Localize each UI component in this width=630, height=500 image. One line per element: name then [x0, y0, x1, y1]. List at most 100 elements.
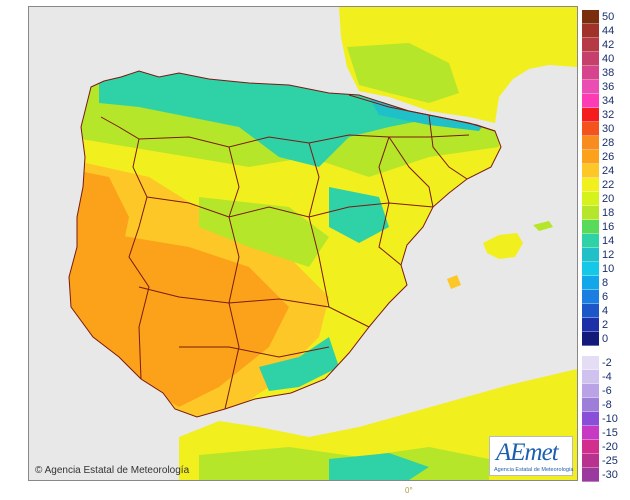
- mallorca: [483, 233, 523, 259]
- legend-swatch: [582, 10, 599, 24]
- iberian-system-cold: [329, 187, 389, 243]
- legend-label: 16: [602, 221, 615, 233]
- legend-label: 22: [602, 179, 615, 191]
- legend-label: -2: [602, 357, 612, 369]
- legend-swatch: [582, 290, 599, 304]
- legend-row: -6: [582, 384, 628, 398]
- legend-row: 26: [582, 150, 628, 164]
- legend-label: 26: [602, 151, 615, 163]
- legend-label: 18: [602, 207, 615, 219]
- border-vertical-3: [378, 136, 402, 266]
- legend-row: -20: [582, 440, 628, 454]
- border-andalusia: [179, 346, 330, 358]
- legend-label: 36: [602, 81, 615, 93]
- legend-swatch: [582, 440, 599, 454]
- legend-row: 14: [582, 234, 628, 248]
- legend-swatch: [582, 468, 599, 482]
- legend-swatch: [582, 234, 599, 248]
- legend-label: -25: [602, 455, 618, 467]
- legend-label: 6: [602, 291, 609, 303]
- legend-label: -10: [602, 413, 618, 425]
- legend-label: -15: [602, 427, 618, 439]
- legend-row: 42: [582, 38, 628, 52]
- legend-swatch: [582, 262, 599, 276]
- legend-row: 20: [582, 192, 628, 206]
- legend-row: -8: [582, 398, 628, 412]
- legend-row: -15: [582, 426, 628, 440]
- legend-swatch: [582, 370, 599, 384]
- legend-row: -30: [582, 468, 628, 482]
- legend-row: -2: [582, 356, 628, 370]
- legend-row: 40: [582, 52, 628, 66]
- legend-label: 10: [602, 263, 615, 275]
- border-aragon: [388, 136, 434, 208]
- legend-row: 12: [582, 248, 628, 262]
- legend-row: 44: [582, 24, 628, 38]
- legend-row: 8: [582, 276, 628, 290]
- legend-swatch: [582, 412, 599, 426]
- legend-label: 32: [602, 109, 615, 121]
- legend-row: 28: [582, 136, 628, 150]
- legend-swatch: [582, 192, 599, 206]
- bottom-mark: 0°: [405, 486, 413, 495]
- legend-label: 24: [602, 165, 615, 177]
- legend-swatch: [582, 398, 599, 412]
- border-catalonia: [428, 114, 468, 180]
- border-vertical-2: [308, 142, 330, 308]
- legend-row: 2: [582, 318, 628, 332]
- legend-swatch: [582, 304, 599, 318]
- region-borders: [68, 70, 502, 418]
- legend-row: 6: [582, 290, 628, 304]
- legend-row: 30: [582, 122, 628, 136]
- legend-label: 50: [602, 11, 615, 23]
- legend-swatch: [582, 206, 599, 220]
- border-vertical-1: [224, 146, 240, 410]
- legend-label: 8: [602, 277, 609, 289]
- legend-row: -25: [582, 454, 628, 468]
- legend-row: 4: [582, 304, 628, 318]
- legend-swatch: [582, 24, 599, 38]
- legend-swatch: [582, 276, 599, 290]
- legend-swatch: [582, 384, 599, 398]
- legend-label: 28: [602, 137, 615, 149]
- legend-row: 0: [582, 332, 628, 346]
- border-south: [138, 286, 370, 328]
- legend-row: 18: [582, 206, 628, 220]
- legend-label: 34: [602, 95, 615, 107]
- legend-swatch: [582, 356, 599, 370]
- legend-label: -8: [602, 399, 612, 411]
- temperature-map: © Agencia Estatal de Meteorología AEmet …: [28, 6, 578, 481]
- legend-row: -4: [582, 370, 628, 384]
- legend-swatch: [582, 426, 599, 440]
- legend-label: 12: [602, 249, 615, 261]
- betic-cold: [259, 337, 339, 391]
- atlas-cold: [329, 453, 429, 480]
- legend-swatch: [582, 52, 599, 66]
- legend-label: -30: [602, 469, 618, 481]
- legend-row: 22: [582, 178, 628, 192]
- legend-swatch: [582, 178, 599, 192]
- legend-swatch: [582, 108, 599, 122]
- legend-label: 38: [602, 67, 615, 79]
- legend-label: 42: [602, 39, 615, 51]
- legend-row: 34: [582, 94, 628, 108]
- legend-swatch: [582, 80, 599, 94]
- portugal-border: [100, 116, 150, 380]
- legend-label: 40: [602, 53, 615, 65]
- legend-row: 16: [582, 220, 628, 234]
- france-cool-area: [347, 43, 459, 103]
- legend-swatch: [582, 164, 599, 178]
- legend-label: 4: [602, 305, 609, 317]
- central-cool-patch: [199, 197, 329, 267]
- border-central: [146, 196, 434, 218]
- legend-row: 32: [582, 108, 628, 122]
- legend-row: 36: [582, 80, 628, 94]
- logo-text: AEmet: [496, 439, 559, 466]
- legend-swatch: [582, 150, 599, 164]
- legend-swatch: [582, 318, 599, 332]
- legend-label: -4: [602, 371, 612, 383]
- legend-label: 14: [602, 235, 615, 247]
- legend-swatch: [582, 454, 599, 468]
- legend-swatch: [582, 220, 599, 234]
- legend-label: -20: [602, 441, 618, 453]
